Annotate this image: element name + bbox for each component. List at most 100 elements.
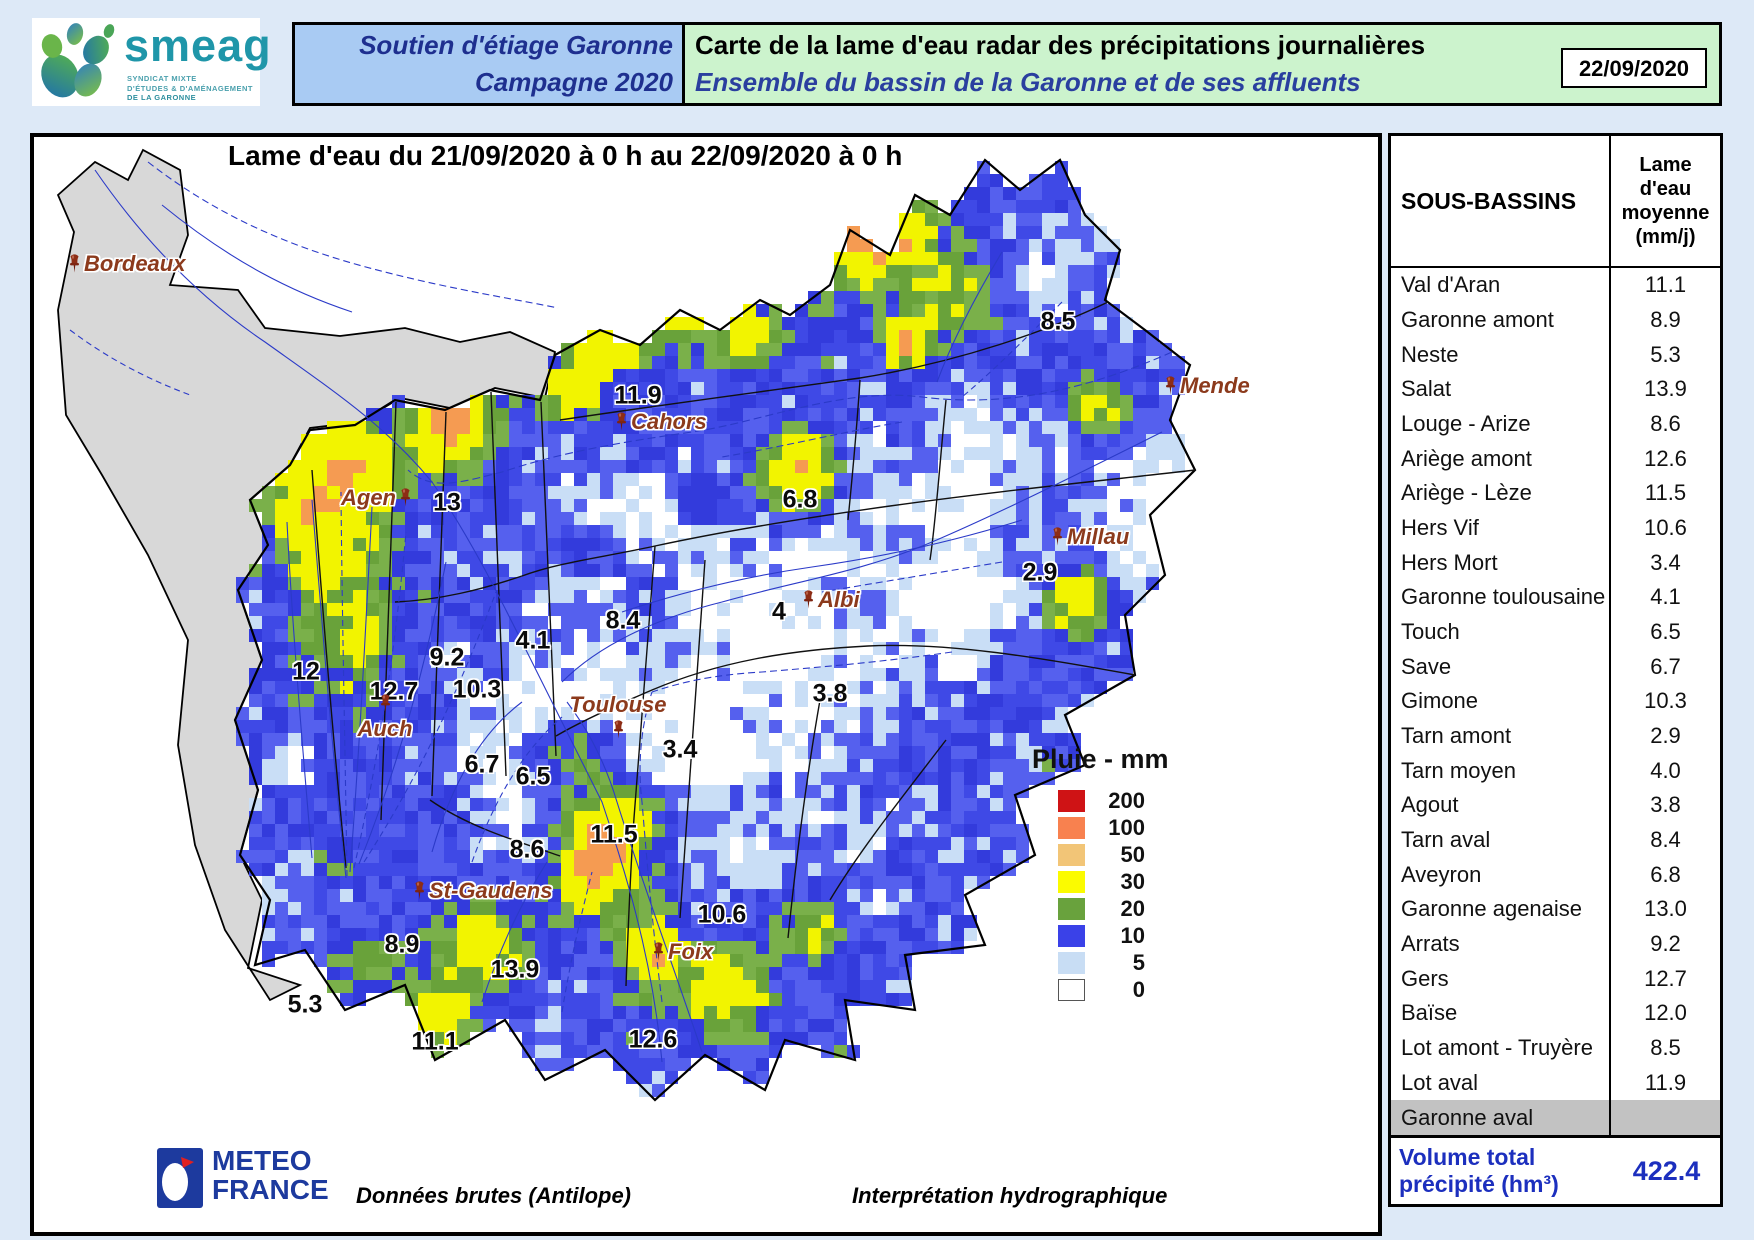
pushpin-icon [1163,374,1178,395]
basin-name: Louge - Arize [1391,406,1611,442]
legend-swatch [1058,789,1085,812]
total-row: Volume total précipité (hm³) 422.4 [1391,1135,1720,1204]
value-label: 5.3 [287,990,323,1019]
table-row: Baïse 12.0 [1391,996,1720,1031]
value-label: 2.9 [1022,558,1058,587]
table-row: Salat 13.9 [1391,372,1720,407]
smeag-sub-1: SYNDICAT MIXTE [127,74,197,83]
legend-title: Pluie - mm [1032,744,1169,774]
table-row: Ariège amont 12.6 [1391,441,1720,477]
basin-name: Garonne toulousaine [1391,580,1611,615]
basin-value: 13.0 [1644,896,1687,922]
smeag-sub-2: D'ÉTUDES & D'AMÉNAGEMENT [127,83,253,93]
city-label: Mende [1180,373,1250,398]
table-row: Louge - Arize 8.6 [1391,406,1720,442]
table-row: Aveyron 6.8 [1391,857,1720,893]
pushpin-icon [378,692,393,713]
basin-value: 11.1 [1644,272,1687,298]
table-row: Save 6.7 [1391,649,1720,685]
table-row: Tarn moyen 4.0 [1391,753,1720,789]
credit-hydrography: Interprétation hydrographique [852,1183,1168,1208]
legend-label: 100 [1108,814,1145,840]
legend-swatch [1058,951,1085,974]
basin-name: Aveyron [1391,857,1611,893]
total-value: 422.4 [1632,1155,1701,1186]
basin-value: 8.5 [1650,1035,1681,1061]
value-label: 3.8 [812,679,848,708]
title-box: Carte de la lame d'eau radar des précipi… [685,25,1719,103]
basin-name: Ariège - Lèze [1391,476,1611,511]
table-row: Touch 6.5 [1391,614,1720,650]
basin-name: Gers [1391,961,1611,997]
table-row: Tarn aval 8.4 [1391,822,1720,858]
basin-value: 8.4 [1650,827,1681,853]
value-label: 8.5 [1040,307,1076,336]
program-line-2: Campagne 2020 [475,67,673,97]
basin-name: Hers Vif [1391,510,1611,546]
value-label: 6.7 [464,750,500,779]
meteo-france-wordmark: METEO FRANCE [212,1146,329,1204]
legend-row: 50 [1032,842,1192,867]
value-label: 13 [433,488,461,517]
table-row: Tarn amont 2.9 [1391,718,1720,754]
value-label: 11.1 [411,1027,459,1056]
program-box: Soutien d'étiage Garonne Campagne 2020 [295,25,685,103]
city-label: Agen [341,485,396,510]
table-row: Lot aval 11.9 [1391,1065,1720,1101]
legend-row: 10 [1032,922,1192,948]
credit-data-source: Données brutes (Antilope) [356,1183,632,1208]
basin-name: Agout [1391,788,1611,823]
basin-value: 4.1 [1650,584,1681,610]
value-label: 9.2 [429,643,465,672]
value-label: 8.9 [384,930,420,959]
basin-value: 13.9 [1644,376,1687,402]
basin-value: 6.5 [1650,619,1681,645]
legend-row: 5 [1032,949,1192,975]
sub-basins-table: SOUS-BASSINS Lame d'eau moyenne (mm/j) V… [1388,133,1723,1207]
no-data-basin-name: Garonne aval [1391,1100,1611,1135]
basin-name: Ariège amont [1391,441,1611,477]
basin-value: 11.9 [1644,1069,1687,1095]
basin-name: Lot amont - Truyère [1391,1030,1611,1066]
legend-label: 0 [1132,976,1145,1002]
basin-value: 11.5 [1644,480,1687,506]
legend-swatch [1058,978,1085,1001]
basin-value: 12.6 [1644,445,1687,471]
pushpin-icon [398,486,413,507]
pushpin-icon [801,588,816,609]
legend-label: 5 [1132,949,1145,975]
basin-value: 6.8 [1650,861,1681,887]
table-row: Neste 5.3 [1391,337,1720,373]
value-label: 4.1 [515,626,551,655]
table-row: Gimone 10.3 [1391,684,1720,719]
basin-value: 10.3 [1644,688,1687,714]
pushpin-icon [611,718,626,739]
program-line-1: Soutien d'étiage Garonne [359,30,673,60]
pushpin-icon [412,879,427,900]
basin-name: Gimone [1391,684,1611,719]
value-label: 4 [772,597,786,626]
value-label: 12.7 [369,677,419,706]
value-label: 13.9 [490,955,540,984]
legend-label: 10 [1120,922,1145,948]
col2-line-3: (mm/j) [1635,226,1696,248]
header-band: Soutien d'étiage Garonne Campagne 2020 C… [292,22,1722,106]
basin-name: Tarn aval [1391,822,1611,858]
basin-name: Hers Mort [1391,545,1611,581]
basin-name: Neste [1391,337,1611,373]
value-label: 12 [292,657,320,686]
basin-name: Garonne agenaise [1391,892,1611,927]
basin-name: Touch [1391,614,1611,650]
table-row: Agout 3.8 [1391,788,1720,823]
table-row: Arrats 9.2 [1391,926,1720,962]
value-label: 10.3 [452,675,502,704]
value-label: 6.8 [782,485,818,514]
legend-swatch [1058,897,1085,920]
basin-value: 8.9 [1650,307,1681,332]
table-row: Garonne agenaise 13.0 [1391,892,1720,927]
value-label: 8.4 [605,606,641,635]
basin-value: 5.3 [1650,341,1681,367]
smeag-leaves-icon [41,23,115,98]
col2-line-1: Lame d'eau [1639,154,1692,200]
